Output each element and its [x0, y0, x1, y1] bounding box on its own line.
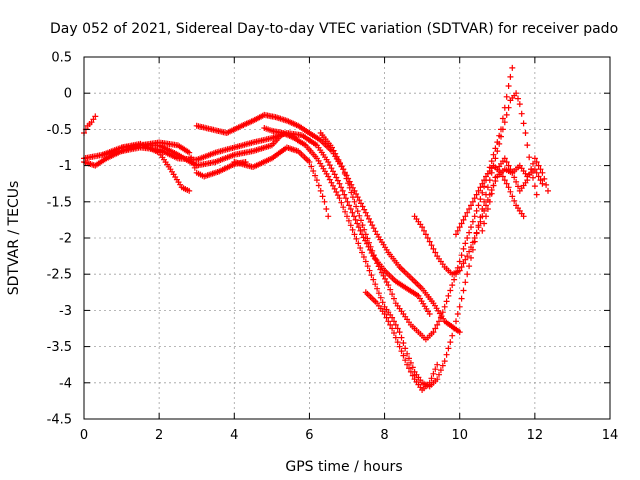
y-tick-label: -2 — [59, 232, 72, 247]
series-arc13 — [479, 155, 551, 234]
y-tick-label: -3 — [59, 304, 72, 319]
ticks: 0 2 4 6 8 10 12 14 -4.5 -4 -3.5 -3 -2.5 -2 -1.5 -1 -0.5 0… — [47, 51, 619, 444]
data-marks — [362, 289, 441, 393]
y-tick-label: 0 — [64, 87, 72, 102]
y-tick-label: -0.5 — [47, 123, 72, 138]
plot-frame — [83, 56, 611, 420]
y-tick-label: -1 — [59, 159, 72, 174]
x-tick-label: 12 — [527, 428, 544, 443]
y-tick-label: -2.5 — [47, 268, 72, 283]
x-tick-label: 2 — [155, 428, 163, 443]
chart-title: Day 052 of 2021, Sidereal Day-to-day VTE… — [50, 21, 618, 37]
data-marks — [261, 90, 540, 390]
data-marks — [118, 139, 249, 180]
x-tick-label: 14 — [602, 428, 619, 443]
series-arc5 — [118, 139, 249, 180]
series-arc12 — [453, 162, 527, 238]
data-marks — [317, 64, 516, 343]
x-tick-label: 4 — [230, 428, 238, 443]
x-tick-label: 0 — [80, 428, 88, 443]
y-axis-label: SDTVAR / TECUs — [6, 181, 22, 296]
series-arc10 — [362, 289, 441, 393]
data-marks — [479, 155, 551, 234]
data-marks — [453, 162, 527, 238]
x-tick-label: 8 — [380, 428, 388, 443]
x-axis-label: GPS time / hours — [285, 459, 402, 475]
series-arc9 — [317, 64, 516, 343]
y-tick-label: -3.5 — [47, 340, 72, 355]
y-tick-label: -1.5 — [47, 195, 72, 210]
series-arc8 — [261, 90, 540, 390]
x-tick-label: 6 — [305, 428, 313, 443]
x-tick-label: 10 — [451, 428, 468, 443]
y-tick-label: 0.5 — [51, 51, 72, 66]
y-tick-label: -4 — [59, 376, 72, 391]
y-tick-label: -4.5 — [47, 413, 72, 428]
series-arc7 — [231, 144, 332, 220]
data-points — [81, 64, 551, 393]
data-marks — [231, 144, 332, 220]
grid — [84, 57, 610, 419]
